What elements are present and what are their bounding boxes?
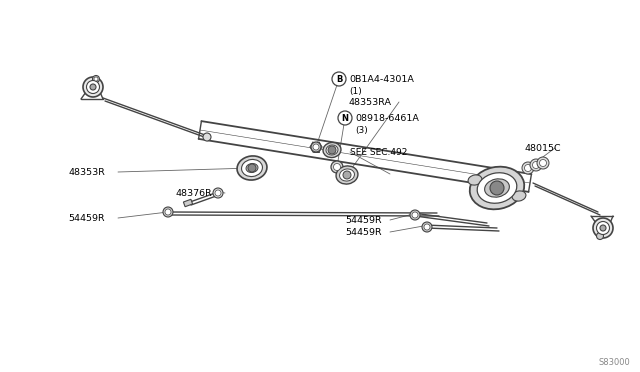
Circle shape (343, 171, 351, 179)
Text: B: B (336, 74, 342, 83)
Ellipse shape (246, 163, 258, 173)
Circle shape (333, 164, 340, 170)
Circle shape (412, 212, 418, 218)
Circle shape (90, 84, 96, 90)
Ellipse shape (340, 169, 355, 181)
Ellipse shape (470, 167, 524, 209)
Text: 48015C: 48015C (525, 144, 562, 153)
Text: (1): (1) (349, 87, 362, 96)
Text: 48353RA: 48353RA (349, 97, 392, 106)
Text: S83000: S83000 (598, 358, 630, 367)
Ellipse shape (512, 191, 526, 201)
Ellipse shape (241, 160, 262, 177)
Circle shape (215, 190, 221, 196)
Circle shape (328, 146, 336, 154)
Circle shape (331, 161, 343, 173)
Circle shape (163, 207, 173, 217)
Ellipse shape (477, 173, 517, 203)
Circle shape (537, 157, 549, 169)
Circle shape (530, 159, 542, 171)
Text: 0B1A4-4301A: 0B1A4-4301A (349, 74, 414, 83)
Circle shape (338, 111, 352, 125)
Ellipse shape (237, 156, 267, 180)
Circle shape (248, 164, 256, 172)
Circle shape (525, 164, 531, 171)
Circle shape (410, 210, 420, 220)
Circle shape (213, 188, 223, 198)
Circle shape (93, 76, 99, 83)
Text: N: N (342, 113, 349, 122)
Circle shape (424, 224, 430, 230)
Circle shape (600, 225, 606, 231)
Circle shape (522, 162, 534, 174)
Circle shape (490, 181, 504, 195)
Circle shape (165, 209, 171, 215)
Text: 54459R: 54459R (345, 215, 381, 224)
Circle shape (540, 160, 547, 167)
Text: (3): (3) (355, 125, 368, 135)
Text: 54459R: 54459R (68, 214, 104, 222)
Circle shape (313, 144, 319, 150)
Circle shape (94, 77, 98, 81)
Ellipse shape (484, 179, 509, 197)
Circle shape (83, 77, 103, 97)
Circle shape (422, 222, 432, 232)
Ellipse shape (468, 175, 482, 185)
Text: 48376R: 48376R (175, 189, 212, 198)
Circle shape (596, 221, 609, 234)
Text: SEE SEC.492: SEE SEC.492 (350, 148, 408, 157)
Circle shape (203, 133, 211, 141)
Text: 48353R: 48353R (68, 167, 105, 176)
Circle shape (86, 80, 99, 93)
Text: 08918-6461A: 08918-6461A (355, 113, 419, 122)
Circle shape (311, 142, 321, 152)
Circle shape (532, 161, 540, 169)
Ellipse shape (336, 166, 358, 184)
Ellipse shape (323, 142, 341, 157)
Bar (184, 199, 193, 207)
Ellipse shape (326, 145, 338, 155)
Text: 54459R: 54459R (345, 228, 381, 237)
Circle shape (596, 232, 604, 240)
Circle shape (332, 72, 346, 86)
Circle shape (593, 218, 613, 238)
